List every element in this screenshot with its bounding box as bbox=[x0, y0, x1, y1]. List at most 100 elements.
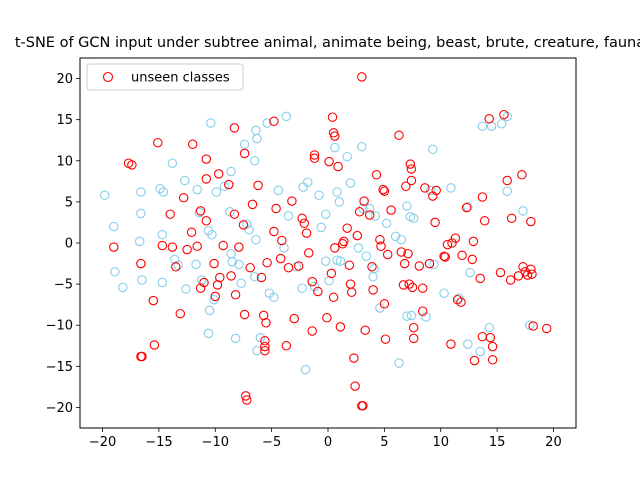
data-point-unseen bbox=[424, 258, 435, 269]
data-point-blue bbox=[136, 208, 146, 219]
data-point-unseen bbox=[360, 325, 370, 335]
data-points bbox=[100, 72, 552, 411]
data-point-unseen bbox=[375, 234, 385, 245]
data-point-unseen bbox=[330, 243, 340, 253]
data-point-blue bbox=[244, 225, 254, 235]
data-point-unseen bbox=[269, 226, 279, 237]
data-point-unseen bbox=[342, 223, 352, 233]
data-point-blue bbox=[406, 310, 417, 321]
data-point-unseen bbox=[218, 240, 228, 251]
x-tick-label: 10 bbox=[432, 435, 449, 450]
data-point-unseen bbox=[260, 341, 270, 352]
data-point-blue bbox=[239, 139, 250, 150]
data-point-unseen bbox=[401, 181, 411, 192]
data-point-unseen bbox=[541, 323, 552, 334]
y-tick-label: −5 bbox=[54, 278, 73, 293]
data-point-unseen bbox=[239, 148, 250, 159]
data-point-unseen bbox=[333, 161, 343, 172]
data-point-unseen bbox=[368, 285, 378, 295]
data-point-blue bbox=[439, 288, 449, 298]
data-point-unseen bbox=[307, 326, 317, 336]
data-point-unseen bbox=[469, 355, 480, 366]
data-point-unseen bbox=[153, 137, 163, 148]
data-point-unseen bbox=[304, 248, 314, 258]
data-point-unseen bbox=[209, 258, 219, 269]
data-point-unseen bbox=[364, 210, 375, 220]
data-point-unseen bbox=[457, 250, 467, 261]
data-point-unseen bbox=[137, 351, 147, 362]
data-point-blue bbox=[157, 277, 168, 288]
data-point-unseen bbox=[527, 269, 537, 279]
data-point-blue bbox=[302, 177, 313, 187]
legend-marker-unseen-classes bbox=[102, 71, 114, 83]
data-point-blue bbox=[118, 282, 128, 293]
x-tick-label: 5 bbox=[380, 435, 388, 450]
series-unseen-classes-points bbox=[109, 72, 552, 411]
data-point-unseen bbox=[242, 395, 252, 405]
data-point-blue bbox=[181, 284, 191, 294]
data-point-unseen bbox=[234, 242, 244, 252]
legend-box bbox=[86, 63, 244, 91]
x-tick-label: 15 bbox=[489, 435, 506, 450]
data-point-blue bbox=[155, 183, 165, 194]
data-point-unseen bbox=[357, 72, 367, 82]
data-point-unseen bbox=[301, 228, 312, 238]
data-point-unseen bbox=[157, 240, 168, 251]
data-point-unseen bbox=[335, 322, 346, 332]
data-point-blue bbox=[298, 182, 308, 192]
data-point-unseen bbox=[213, 169, 224, 179]
data-point-unseen bbox=[420, 183, 430, 193]
data-point-unseen bbox=[238, 220, 249, 230]
data-point-unseen bbox=[417, 283, 428, 293]
data-point-unseen bbox=[461, 202, 472, 213]
data-point-unseen bbox=[187, 139, 198, 150]
data-point-unseen bbox=[175, 308, 186, 319]
data-point-blue bbox=[332, 187, 342, 197]
data-point-blue bbox=[297, 283, 307, 293]
data-point-unseen bbox=[165, 209, 175, 219]
data-point-unseen bbox=[307, 276, 317, 287]
y-tick-label: −15 bbox=[46, 360, 73, 375]
data-point-unseen bbox=[485, 332, 496, 343]
data-point-unseen bbox=[430, 217, 440, 228]
data-point-blue bbox=[394, 358, 404, 368]
data-point-unseen bbox=[376, 241, 386, 252]
data-point-blue bbox=[206, 118, 216, 128]
data-point-blue bbox=[402, 201, 412, 211]
data-point-blue bbox=[364, 203, 375, 214]
data-point-unseen bbox=[406, 164, 417, 174]
data-point-blue bbox=[370, 211, 381, 221]
data-point-unseen bbox=[440, 252, 450, 262]
data-point-blue bbox=[191, 259, 201, 270]
data-point-unseen bbox=[468, 236, 479, 247]
data-point-unseen bbox=[269, 116, 279, 127]
data-point-unseen bbox=[271, 203, 281, 214]
data-point-blue bbox=[320, 209, 331, 219]
data-point-unseen bbox=[326, 268, 337, 279]
data-point-unseen bbox=[226, 271, 236, 281]
x-tick-label: −20 bbox=[89, 435, 116, 450]
data-point-blue bbox=[281, 111, 292, 122]
data-point-unseen bbox=[201, 174, 212, 184]
data-point-unseen bbox=[354, 207, 365, 217]
series-blue-points bbox=[100, 111, 535, 375]
data-point-unseen bbox=[467, 254, 478, 265]
data-point-unseen bbox=[283, 262, 294, 273]
data-point-unseen bbox=[380, 334, 391, 344]
data-point-unseen bbox=[417, 306, 428, 316]
data-point-blue bbox=[158, 187, 169, 197]
data-point-unseen bbox=[275, 253, 286, 264]
data-point-unseen bbox=[477, 331, 488, 342]
data-point-blue bbox=[428, 144, 438, 155]
y-tick-label: −10 bbox=[46, 319, 73, 334]
data-point-unseen bbox=[414, 261, 425, 271]
data-point-blue bbox=[421, 312, 431, 322]
data-point-blue bbox=[342, 151, 352, 162]
data-point-unseen bbox=[195, 283, 206, 293]
data-point-blue bbox=[207, 230, 217, 240]
data-point-unseen bbox=[186, 227, 197, 238]
data-point-unseen bbox=[367, 262, 377, 272]
data-point-unseen bbox=[428, 191, 438, 201]
data-point-unseen bbox=[399, 258, 410, 269]
